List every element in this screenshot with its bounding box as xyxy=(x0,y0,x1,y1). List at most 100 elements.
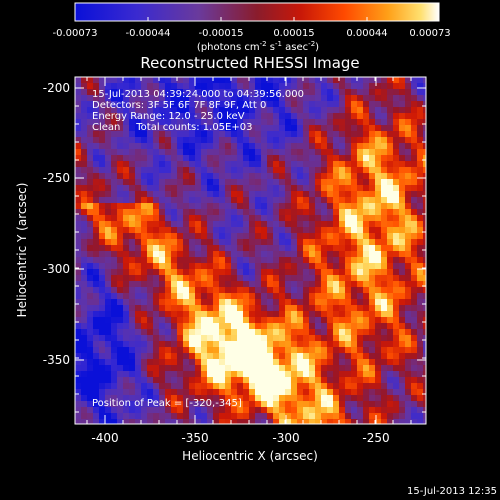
heatmap-cell xyxy=(231,137,238,144)
heatmap-cell xyxy=(321,305,328,312)
heatmap-cell xyxy=(303,383,310,390)
heatmap-cell xyxy=(333,185,340,192)
heatmap-cell xyxy=(357,215,364,222)
heatmap-cell xyxy=(249,143,256,150)
heatmap-cell xyxy=(237,185,244,192)
heatmap-cell xyxy=(423,125,426,132)
heatmap-cell xyxy=(123,185,130,192)
heatmap-cell xyxy=(327,389,334,396)
heatmap-cell xyxy=(117,125,124,132)
heatmap-cell xyxy=(165,371,172,378)
heatmap-cell xyxy=(261,173,268,180)
heatmap-cell xyxy=(237,317,244,324)
heatmap-cell xyxy=(393,335,400,342)
heatmap-cell xyxy=(75,365,82,372)
heatmap-cell xyxy=(189,257,196,264)
heatmap-cell xyxy=(231,365,238,372)
heatmap-cell xyxy=(135,377,142,384)
heatmap-cell xyxy=(183,179,190,186)
heatmap-cell xyxy=(105,89,112,96)
heatmap-cell xyxy=(195,401,202,408)
heatmap-cell xyxy=(105,155,112,162)
heatmap-cell xyxy=(189,299,196,306)
heatmap-cell xyxy=(261,395,268,402)
heatmap-cell xyxy=(297,293,304,300)
heatmap-cell xyxy=(315,185,322,192)
heatmap-cell xyxy=(303,167,310,174)
heatmap-cell xyxy=(219,185,226,192)
heatmap-cell xyxy=(411,167,418,174)
heatmap-cell xyxy=(375,305,382,312)
heatmap-cell xyxy=(249,173,256,180)
heatmap-cell xyxy=(159,191,166,198)
heatmap-cell xyxy=(327,353,334,360)
heatmap-cell xyxy=(315,251,322,258)
heatmap-cell xyxy=(315,209,322,216)
heatmap-cell xyxy=(267,395,274,402)
heatmap-cell xyxy=(315,215,322,222)
heatmap-cell xyxy=(333,353,340,360)
heatmap-cell xyxy=(111,299,118,306)
heatmap-cell xyxy=(93,359,100,366)
heatmap-cell xyxy=(405,221,412,228)
heatmap-cell xyxy=(105,407,112,414)
heatmap-cell xyxy=(369,401,376,408)
heatmap-cell xyxy=(255,77,262,84)
heatmap-cell xyxy=(357,185,364,192)
heatmap-cell xyxy=(297,419,304,424)
heatmap-cell xyxy=(315,245,322,252)
heatmap-cell xyxy=(147,203,154,210)
heatmap-cell xyxy=(159,227,166,234)
heatmap-cell xyxy=(105,197,112,204)
heatmap-cell xyxy=(333,257,340,264)
heatmap-cell xyxy=(321,161,328,168)
heatmap-cell xyxy=(381,341,388,348)
heatmap-cell xyxy=(381,179,388,186)
heatmap-cell xyxy=(207,419,214,424)
heatmap-cell xyxy=(117,239,124,246)
heatmap-cell xyxy=(255,95,262,102)
heatmap-cell xyxy=(387,221,394,228)
heatmap-cell xyxy=(123,149,130,156)
heatmap-cell xyxy=(189,281,196,288)
heatmap-cell xyxy=(177,131,184,138)
heatmap-cell xyxy=(207,191,214,198)
heatmap-cell xyxy=(207,245,214,252)
heatmap-cell xyxy=(87,185,94,192)
heatmap-cell xyxy=(393,269,400,276)
annotation-energy-range: Energy Range: 12.0 - 25.0 keV xyxy=(92,111,245,122)
heatmap-cell xyxy=(267,173,274,180)
heatmap-cell xyxy=(243,305,250,312)
heatmap-cell xyxy=(147,407,154,414)
heatmap-cell xyxy=(279,365,286,372)
heatmap-cell xyxy=(219,353,226,360)
heatmap-cell xyxy=(363,413,370,420)
heatmap-cell xyxy=(363,179,370,186)
heatmap-cell xyxy=(75,167,82,174)
heatmap-cell xyxy=(117,221,124,228)
heatmap-cell xyxy=(123,233,130,240)
heatmap-cell xyxy=(273,77,280,84)
heatmap-cell xyxy=(159,173,166,180)
heatmap-cell xyxy=(375,245,382,252)
heatmap-cell xyxy=(93,299,100,306)
heatmap-cell xyxy=(171,377,178,384)
heatmap-cell xyxy=(225,167,232,174)
heatmap-cell xyxy=(297,359,304,366)
heatmap-cell xyxy=(375,257,382,264)
heatmap-cell xyxy=(387,185,394,192)
heatmap-cell xyxy=(231,353,238,360)
heatmap-cell xyxy=(237,347,244,354)
heatmap-cell xyxy=(387,419,394,424)
heatmap-cell xyxy=(261,245,268,252)
heatmap-cell xyxy=(225,335,232,342)
heatmap-cell xyxy=(303,155,310,162)
heatmap-cell xyxy=(111,239,118,246)
heatmap-cell xyxy=(105,341,112,348)
heatmap-cell xyxy=(111,353,118,360)
heatmap-cell xyxy=(213,359,220,366)
heatmap-cell xyxy=(111,107,118,114)
heatmap-cell xyxy=(135,287,142,294)
heatmap-cell xyxy=(333,251,340,258)
heatmap-cell xyxy=(111,95,118,102)
